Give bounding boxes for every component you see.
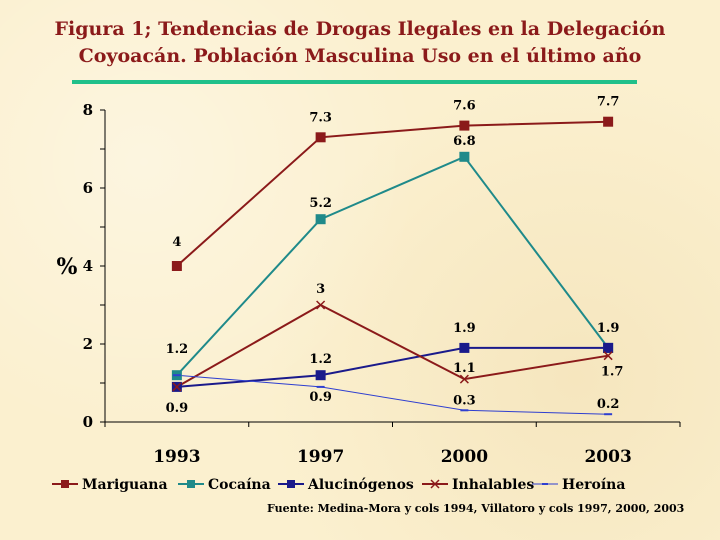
data-point: [459, 342, 470, 353]
data-label: 3: [316, 282, 325, 297]
y-axis-label: %: [57, 254, 78, 280]
axes: 0 2 4 6 8% 1993 1997 2000 2003: [57, 101, 681, 467]
data-label: 0.9: [309, 390, 332, 405]
chart-title-line-1: Figura 1; Tendencias de Drogas Ilegales …: [54, 18, 666, 40]
legend-marker: [61, 480, 69, 488]
data-point: [315, 132, 326, 143]
legend: Mariguana Cocaína Alucinógenos Inhalables He…: [52, 477, 625, 493]
data-point: [315, 214, 326, 225]
data-label: 1.9: [453, 321, 476, 336]
data-label: 0.2: [597, 397, 620, 412]
x-tick-label: 1993: [153, 447, 200, 467]
data-label: 7.7: [597, 95, 620, 110]
legend-marker: [287, 480, 295, 488]
data-labels: 4 7.3 7.6 7.7 1.2 5.2 6.8 0.9 1.2 1.9 1.9 3 1.1 1.7 0.…: [166, 95, 624, 416]
chart-title-line-2: Coyoacán. Población Masculina Uso en el …: [78, 45, 642, 67]
data-point: [316, 300, 326, 310]
data-point: [603, 116, 614, 127]
data-label: 5.2: [309, 196, 332, 211]
x-tick-label: 2000: [441, 447, 488, 467]
series-lines: [176, 120, 609, 415]
series-line-3: [176, 303, 609, 388]
y-tick-label: 4: [83, 257, 93, 275]
series-markers: [171, 116, 614, 416]
y-tick-label: 8: [83, 101, 93, 119]
data-point: [603, 342, 614, 353]
data-label: 1.2: [309, 352, 332, 367]
data-label: 1.1: [453, 361, 476, 376]
legend-label: Mariguana: [82, 477, 168, 493]
legend-label: Heroína: [562, 477, 625, 493]
data-point: [459, 151, 470, 162]
data-label: 1.9: [597, 321, 620, 336]
data-label: 4: [172, 235, 181, 250]
chart-title: Figura 1; Tendencias de Drogas Ilegales …: [0, 16, 720, 70]
legend-label: Cocaína: [208, 477, 271, 493]
data-point: [172, 382, 182, 392]
data-point: [459, 120, 470, 131]
x-tick-label: 1997: [297, 447, 344, 467]
legend-marker: [430, 479, 440, 489]
data-label: 7.6: [453, 99, 476, 114]
series-line-2: [176, 346, 609, 388]
data-point: [315, 370, 326, 381]
data-label: 6.8: [453, 134, 476, 149]
data-label: 0.9: [166, 401, 189, 416]
series-line-0: [176, 120, 609, 267]
legend-label: Inhalables: [452, 477, 534, 493]
title-underline: [72, 80, 637, 84]
y-tick-label: 0: [83, 413, 93, 431]
data-point: [603, 351, 613, 361]
data-label: 1.2: [166, 342, 189, 357]
data-label: 0.3: [453, 393, 476, 408]
data-point: [171, 261, 182, 271]
series-line-1: [176, 155, 609, 376]
series-line-4: [176, 374, 609, 415]
legend-marker: [187, 480, 195, 488]
legend-label: Alucinógenos: [307, 477, 414, 493]
data-point: [459, 374, 469, 384]
data-label: 7.3: [309, 110, 332, 125]
source-note: Fuente: Medina-Mora y cols 1994, Villato…: [267, 502, 685, 515]
y-tick-label: 2: [83, 335, 93, 353]
y-tick-label: 6: [83, 179, 93, 197]
x-tick-label: 2003: [584, 447, 631, 467]
data-label: 1.7: [601, 365, 624, 380]
